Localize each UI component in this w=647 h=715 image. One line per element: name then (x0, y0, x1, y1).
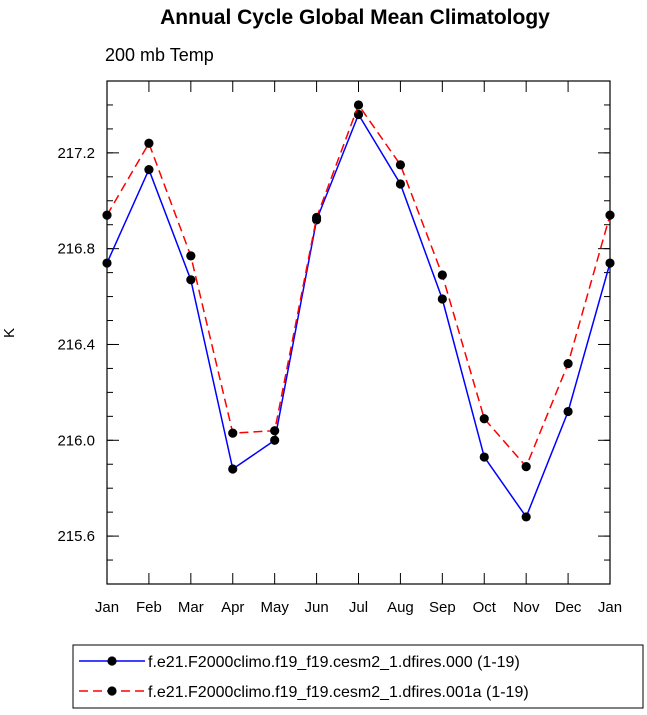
chart-subtitle: 200 mb Temp (105, 45, 214, 65)
y-tick-label: 216.0 (57, 432, 95, 449)
y-tick-label: 217.2 (57, 145, 95, 162)
y-tick-label: 216.4 (57, 336, 95, 353)
data-point-series-2 (521, 462, 531, 472)
legend-label-2: f.e21.F2000climo.f19_f19.cesm2_1.dfires.… (148, 684, 529, 701)
data-point-series-2 (144, 138, 154, 148)
x-tick-label: Feb (136, 599, 162, 616)
series-line-1 (106, 112, 611, 519)
y-tick-label: 215.6 (57, 528, 95, 545)
series-layer (102, 100, 615, 522)
x-tick-label: Oct (473, 599, 497, 616)
x-tick-labels: Jan Feb Mar Apr May Jun Jul Aug Sep Oct Nov Dec Jan (95, 599, 622, 616)
data-point-series-2 (479, 414, 489, 424)
data-point-series-2 (270, 426, 280, 436)
y-tick-labels: 215.6 216.0 216.4 216.8 217.2 (57, 145, 95, 545)
x-tick-label: Sep (429, 599, 456, 616)
x-tick-label: May (260, 599, 289, 616)
data-point-series-1 (479, 452, 489, 462)
x-tick-label: Mar (178, 599, 204, 616)
data-point-series-2 (186, 251, 196, 261)
data-point-series-2 (563, 359, 573, 369)
x-tick-label: Jun (304, 599, 328, 616)
legend: f.e21.F2000climo.f19_f19.cesm2_1.dfires.… (72, 644, 644, 709)
x-tick-label: Jan (598, 599, 622, 616)
data-point-series-1 (395, 179, 406, 189)
legend-label-1: f.e21.F2000climo.f19_f19.cesm2_1.dfires.… (148, 654, 520, 671)
data-point-series-2 (311, 212, 322, 223)
x-tick-label: Nov (513, 599, 540, 616)
data-point-series-1 (270, 435, 280, 445)
data-point-series-2 (353, 100, 364, 110)
legend-marker-2 (107, 686, 117, 696)
data-point-series-2 (437, 270, 447, 280)
data-point-series-1 (228, 464, 238, 474)
x-tick-label: Jan (95, 599, 119, 616)
legend-box (72, 644, 644, 709)
plot-frame (106, 80, 611, 585)
data-point-series-1 (521, 512, 531, 522)
data-point-series-1 (437, 294, 447, 304)
chart-title: Annual Cycle Global Mean Climatology (160, 6, 550, 29)
x-tick-label: Dec (555, 599, 582, 616)
x-tick-label: Jul (349, 599, 368, 616)
data-point-series-1 (144, 165, 154, 175)
ticks-layer (106, 80, 611, 585)
data-point-series-1 (563, 406, 573, 417)
legend-marker-1 (107, 656, 117, 666)
series-line-2 (106, 103, 611, 469)
x-tick-label: Aug (387, 599, 414, 616)
data-point-series-1 (186, 275, 196, 285)
data-point-series-2 (395, 160, 406, 170)
data-point-series-1 (353, 109, 364, 120)
x-tick-label: Apr (221, 599, 244, 616)
data-point-series-2 (228, 428, 238, 438)
y-tick-label: 216.8 (57, 241, 95, 258)
y-axis-label: K (1, 328, 18, 338)
